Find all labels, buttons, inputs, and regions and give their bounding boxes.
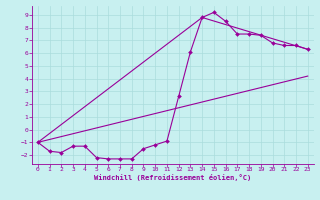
X-axis label: Windchill (Refroidissement éolien,°C): Windchill (Refroidissement éolien,°C) — [94, 174, 252, 181]
